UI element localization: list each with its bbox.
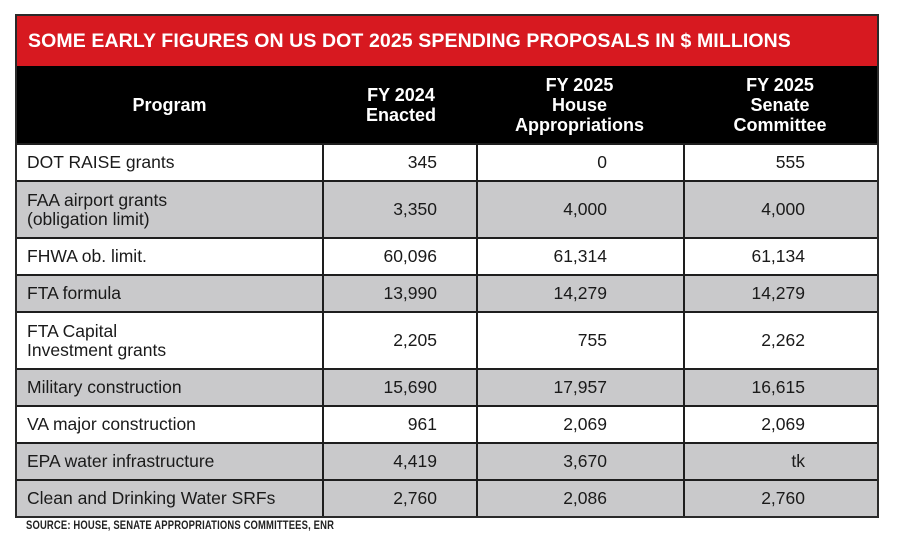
- fy2025-senate-cell: 61,134: [683, 239, 877, 274]
- program-cell: DOT RAISE grants: [27, 152, 175, 172]
- program-cell: EPA water infrastructure: [27, 451, 215, 471]
- program-cell: FHWA ob. limit.: [27, 246, 147, 266]
- fy2025-senate-cell: tk: [683, 444, 877, 479]
- table-row: Military construction 15,690 17,957 16,615: [17, 368, 877, 405]
- fy2025-house-cell: 17,957: [476, 370, 683, 405]
- table-title: SOME EARLY FIGURES ON US DOT 2025 SPENDI…: [17, 16, 877, 66]
- fy2025-house-cell: 755: [476, 313, 683, 368]
- fy2024-enacted-cell: 60,096: [322, 239, 476, 274]
- column-header-fy2025-senate: FY 2025 Senate Committee: [733, 74, 827, 135]
- fy2024-enacted-cell: 2,760: [322, 481, 476, 516]
- fy2025-house-cell: 61,314: [476, 239, 683, 274]
- table-row: EPA water infrastructure 4,419 3,670 tk: [17, 442, 877, 479]
- fy2025-house-cell: 14,279: [476, 276, 683, 311]
- fy2025-senate-cell: 555: [683, 145, 877, 180]
- table-row: FAA airport grants (obligation limit) 3,3…: [17, 180, 877, 237]
- program-cell: Military construction: [27, 377, 182, 397]
- table-row: FHWA ob. limit. 60,096 61,314 61,134: [17, 237, 877, 274]
- fy2025-senate-cell: 14,279: [683, 276, 877, 311]
- table-row: DOT RAISE grants 345 0 555: [17, 143, 877, 180]
- fy2024-enacted-cell: 3,350: [322, 182, 476, 237]
- table-row: FTA Capital Investment grants 2,205 755 2,2…: [17, 311, 877, 368]
- table-row: Clean and Drinking Water SRFs 2,760 2,086 2…: [17, 479, 877, 516]
- fy2024-enacted-cell: 4,419: [322, 444, 476, 479]
- fy2025-senate-cell: 2,760: [683, 481, 877, 516]
- table-header-row: Program FY 2024 Enacted FY 2025 House Ap…: [17, 66, 877, 143]
- table-row: FTA formula 13,990 14,279 14,279: [17, 274, 877, 311]
- spending-table: SOME EARLY FIGURES ON US DOT 2025 SPENDI…: [15, 14, 879, 518]
- fy2025-house-cell: 2,069: [476, 407, 683, 442]
- program-cell: VA major construction: [27, 414, 196, 434]
- fy2024-enacted-cell: 961: [322, 407, 476, 442]
- fy2024-enacted-cell: 345: [322, 145, 476, 180]
- program-cell: FTA formula: [27, 283, 122, 303]
- column-header-program: Program: [132, 94, 207, 115]
- fy2025-house-cell: 2,086: [476, 481, 683, 516]
- fy2024-enacted-cell: 13,990: [322, 276, 476, 311]
- fy2025-house-cell: 4,000: [476, 182, 683, 237]
- fy2024-enacted-cell: 2,205: [322, 313, 476, 368]
- fy2025-house-cell: 0: [476, 145, 683, 180]
- fy2025-senate-cell: 4,000: [683, 182, 877, 237]
- program-cell: Clean and Drinking Water SRFs: [27, 488, 276, 508]
- table-row: VA major construction 961 2,069 2,069: [17, 405, 877, 442]
- fy2025-senate-cell: 16,615: [683, 370, 877, 405]
- column-header-fy2024-enacted: FY 2024 Enacted: [365, 84, 436, 125]
- program-cell: FTA Capital Investment grants: [27, 320, 167, 360]
- fy2025-senate-cell: 2,069: [683, 407, 877, 442]
- column-header-fy2025-house: FY 2025 House Appropriations: [515, 74, 644, 135]
- fy2025-house-cell: 3,670: [476, 444, 683, 479]
- fy2025-senate-cell: 2,262: [683, 313, 877, 368]
- program-cell: FAA airport grants (obligation limit): [27, 189, 168, 229]
- source-note: SOURCE: HOUSE, SENATE APPROPRIATIONS COM…: [26, 520, 335, 532]
- table-body: DOT RAISE grants 345 0 555 FAA airport grant…: [17, 143, 877, 516]
- fy2024-enacted-cell: 15,690: [322, 370, 476, 405]
